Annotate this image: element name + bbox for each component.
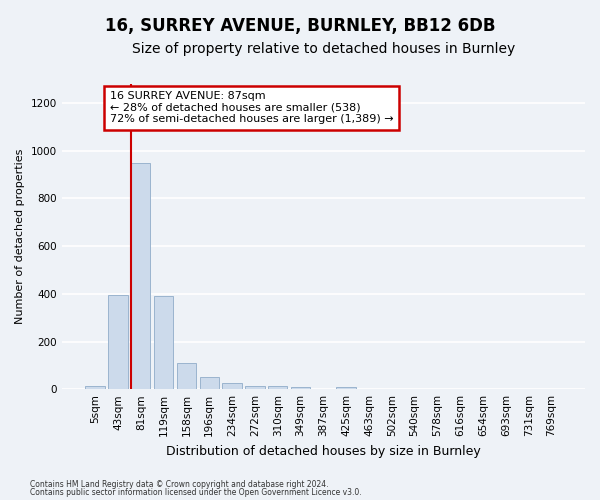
Bar <box>291 387 310 389</box>
Bar <box>200 377 219 389</box>
Bar <box>337 388 356 389</box>
Bar <box>108 295 128 389</box>
Bar <box>245 386 265 389</box>
Text: 16, SURREY AVENUE, BURNLEY, BB12 6DB: 16, SURREY AVENUE, BURNLEY, BB12 6DB <box>105 18 495 36</box>
Bar <box>154 296 173 389</box>
Bar <box>177 363 196 389</box>
Text: Contains public sector information licensed under the Open Government Licence v3: Contains public sector information licen… <box>30 488 362 497</box>
X-axis label: Distribution of detached houses by size in Burnley: Distribution of detached houses by size … <box>166 444 481 458</box>
Y-axis label: Number of detached properties: Number of detached properties <box>15 149 25 324</box>
Text: Contains HM Land Registry data © Crown copyright and database right 2024.: Contains HM Land Registry data © Crown c… <box>30 480 329 489</box>
Bar <box>131 162 151 389</box>
Title: Size of property relative to detached houses in Burnley: Size of property relative to detached ho… <box>132 42 515 56</box>
Bar <box>85 386 105 389</box>
Text: 16 SURREY AVENUE: 87sqm
← 28% of detached houses are smaller (538)
72% of semi-d: 16 SURREY AVENUE: 87sqm ← 28% of detache… <box>110 91 394 124</box>
Bar <box>268 386 287 389</box>
Bar <box>223 383 242 389</box>
